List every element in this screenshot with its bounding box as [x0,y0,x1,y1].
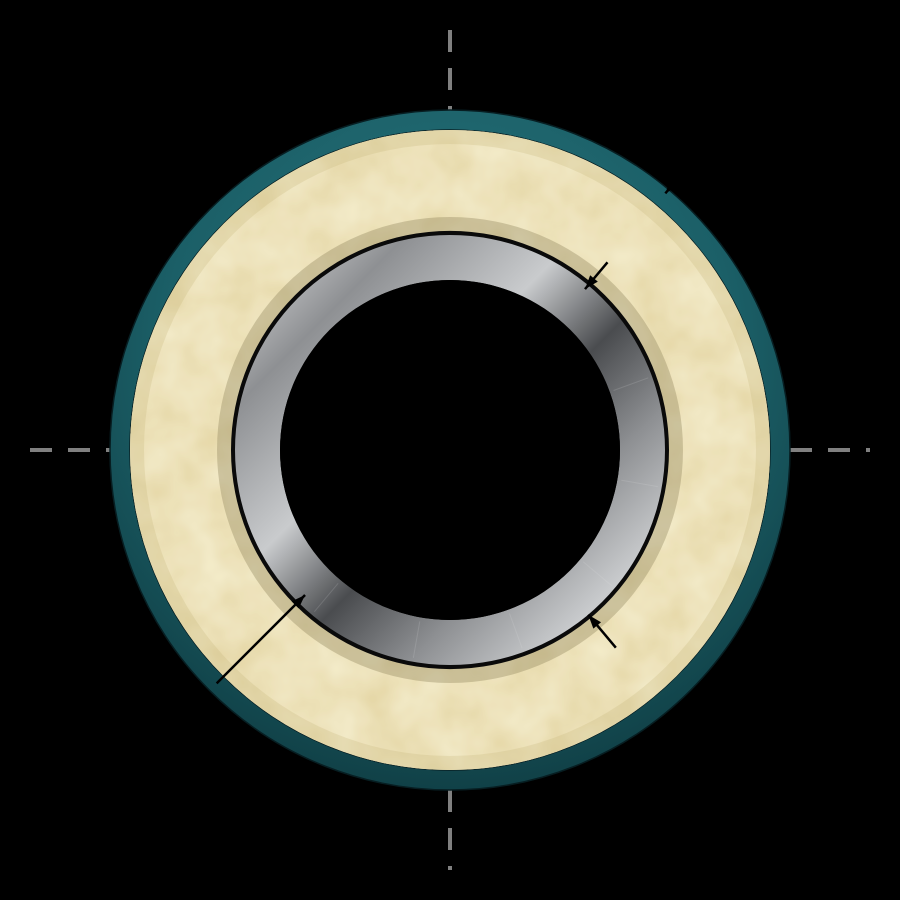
bore [280,280,620,620]
